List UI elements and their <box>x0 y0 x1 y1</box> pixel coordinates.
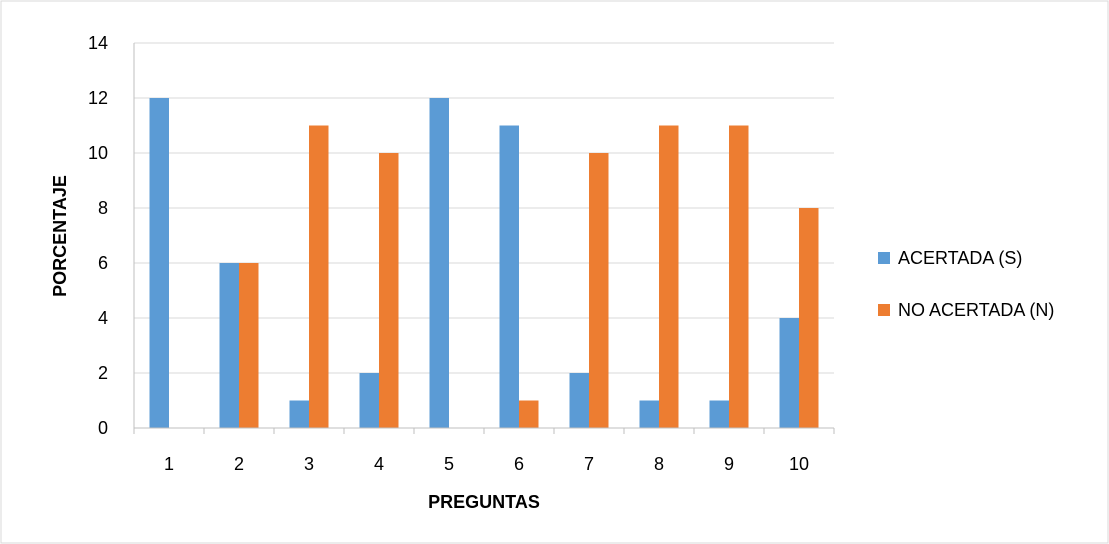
bar-no-acertada <box>799 208 819 428</box>
bar-acertada <box>639 400 659 428</box>
x-tick-label: 2 <box>234 454 244 474</box>
legend-swatch <box>878 304 890 316</box>
y-axis-title: PORCENTAJE <box>50 175 70 297</box>
bar-acertada <box>429 98 449 428</box>
bar-no-acertada <box>659 125 679 428</box>
bar-no-acertada <box>519 400 539 428</box>
bar-acertada <box>779 318 799 428</box>
bar-acertada <box>499 125 519 428</box>
x-tick-label: 6 <box>514 454 524 474</box>
y-tick-label: 6 <box>98 253 108 273</box>
x-axis-title: PREGUNTAS <box>428 492 540 512</box>
y-tick-labels: 0 2 4 6 8 10 12 14 <box>88 33 108 438</box>
legend-label: ACERTADA (S) <box>898 248 1022 268</box>
y-tick-label: 0 <box>98 418 108 438</box>
bar-acertada <box>359 373 379 428</box>
x-tick-label: 7 <box>584 454 594 474</box>
bar-no-acertada <box>729 125 749 428</box>
y-tick-label: 8 <box>98 198 108 218</box>
y-tick-label: 2 <box>98 363 108 383</box>
x-tick-label: 9 <box>724 454 734 474</box>
legend-swatch <box>878 252 890 264</box>
axes <box>133 43 835 434</box>
bar-acertada <box>709 400 729 428</box>
bar-acertada <box>289 400 309 428</box>
bars <box>149 98 819 428</box>
legend: ACERTADA (S) NO ACERTADA (N) <box>878 248 1054 320</box>
bar-no-acertada <box>239 263 259 428</box>
x-tick-label: 1 <box>164 454 174 474</box>
y-tick-label: 12 <box>88 88 108 108</box>
bar-no-acertada <box>379 153 399 428</box>
y-tick-label: 4 <box>98 308 108 328</box>
bar-acertada <box>569 373 589 428</box>
legend-label: NO ACERTADA (N) <box>898 300 1054 320</box>
y-tick-label: 14 <box>88 33 108 53</box>
bar-no-acertada <box>309 125 329 428</box>
bar-acertada <box>219 263 239 428</box>
x-tick-label: 4 <box>374 454 384 474</box>
x-tick-label: 8 <box>654 454 664 474</box>
x-tick-label: 3 <box>304 454 314 474</box>
x-tick-label: 5 <box>444 454 454 474</box>
y-tick-label: 10 <box>88 143 108 163</box>
bar-no-acertada <box>589 153 609 428</box>
x-tick-labels: 1 2 3 4 5 6 7 8 9 10 <box>164 454 809 474</box>
x-tick-label: 10 <box>789 454 809 474</box>
bar-acertada <box>149 98 169 428</box>
